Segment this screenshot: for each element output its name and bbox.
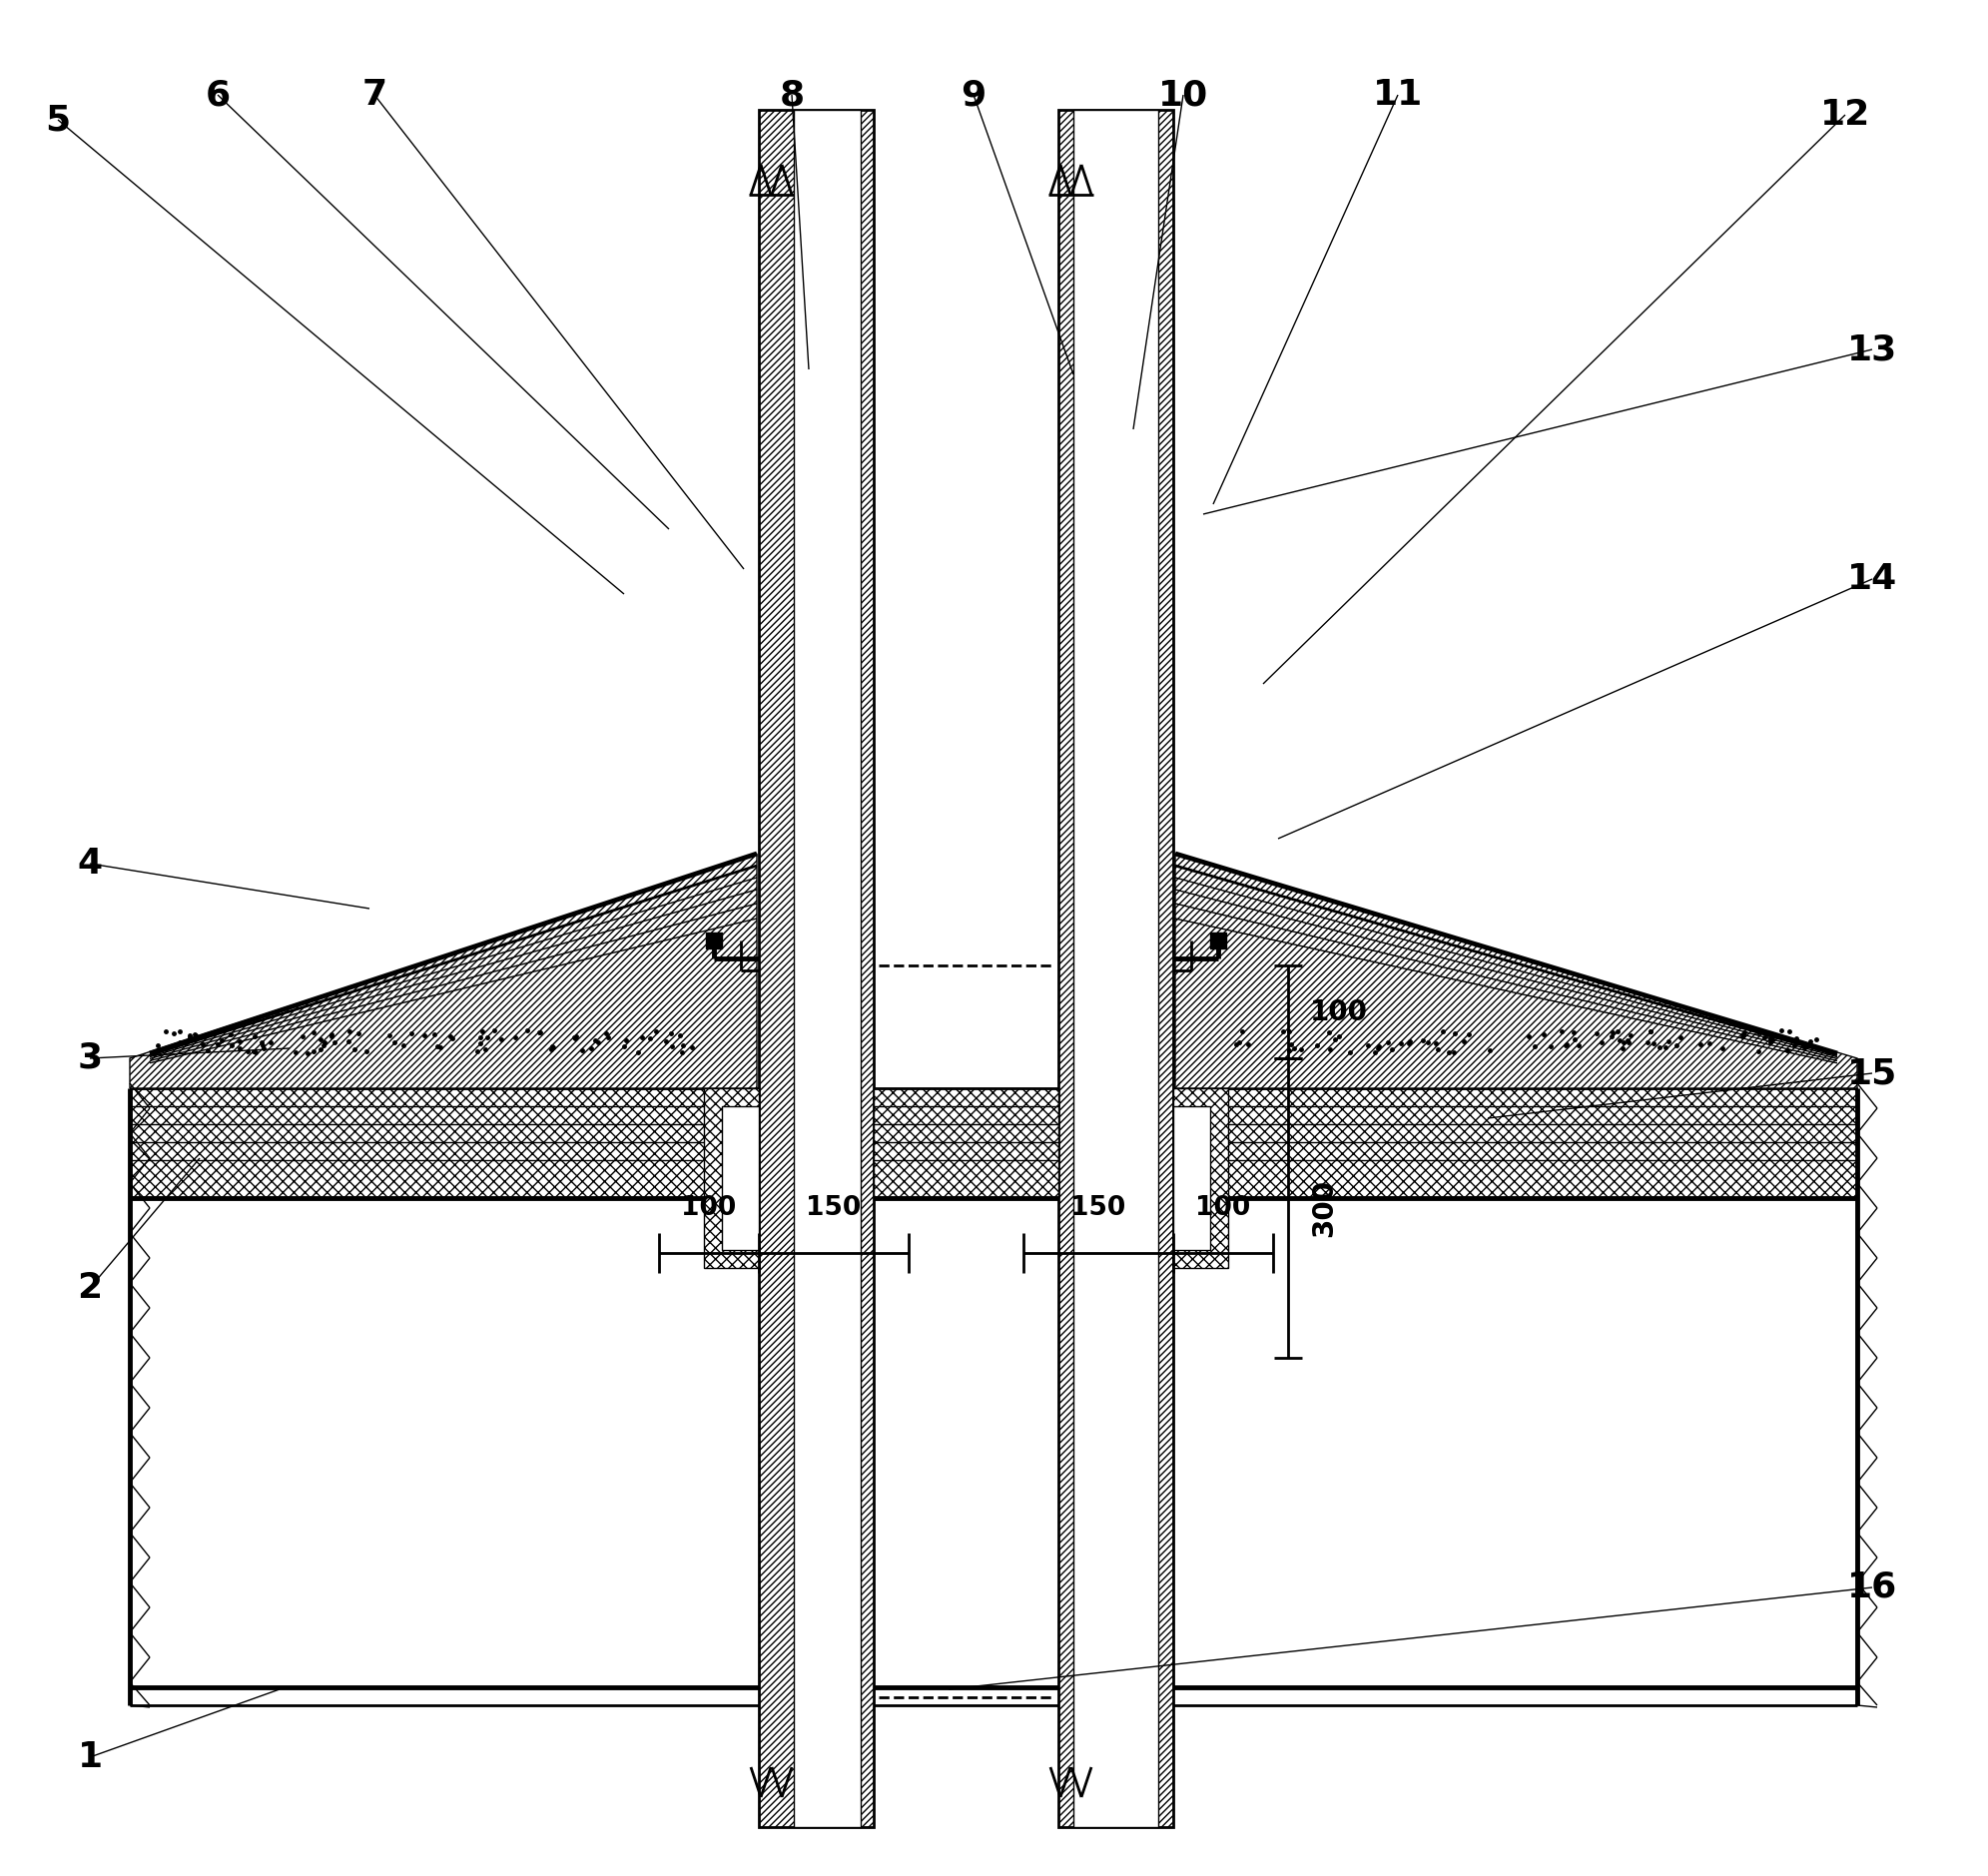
Polygon shape: [793, 111, 861, 1827]
Polygon shape: [129, 1088, 759, 1199]
Text: 100: 100: [682, 1195, 736, 1221]
Text: 150: 150: [1072, 1195, 1125, 1221]
Text: 8: 8: [779, 79, 805, 113]
Polygon shape: [704, 1088, 759, 1268]
Polygon shape: [1173, 1088, 1857, 1199]
Polygon shape: [1211, 932, 1227, 949]
Polygon shape: [1058, 111, 1173, 1827]
Text: 14: 14: [1847, 563, 1897, 597]
Polygon shape: [722, 1107, 759, 1249]
Text: 2: 2: [78, 1270, 103, 1306]
Text: 150: 150: [807, 1195, 861, 1221]
Text: 10: 10: [1159, 79, 1209, 113]
Text: 3: 3: [78, 1041, 103, 1075]
Polygon shape: [706, 932, 722, 949]
Polygon shape: [873, 1088, 1058, 1199]
Text: 6: 6: [205, 79, 231, 113]
Polygon shape: [759, 111, 873, 1827]
Text: 300: 300: [1310, 1178, 1338, 1236]
Text: 12: 12: [1821, 98, 1871, 131]
Polygon shape: [1074, 111, 1159, 1827]
Text: 100: 100: [1195, 1195, 1250, 1221]
Text: 15: 15: [1847, 1056, 1897, 1090]
Polygon shape: [129, 854, 757, 1088]
Polygon shape: [1173, 1107, 1211, 1249]
Text: 100: 100: [1310, 998, 1368, 1026]
Text: 11: 11: [1374, 79, 1423, 113]
Text: 13: 13: [1847, 332, 1897, 366]
Text: 9: 9: [960, 79, 986, 113]
Text: 4: 4: [78, 846, 103, 880]
Text: 7: 7: [362, 79, 388, 113]
Polygon shape: [1175, 854, 1857, 1088]
Text: 1: 1: [78, 1741, 103, 1775]
Polygon shape: [1173, 1088, 1229, 1268]
Text: 16: 16: [1847, 1570, 1897, 1604]
Text: 5: 5: [46, 103, 70, 137]
